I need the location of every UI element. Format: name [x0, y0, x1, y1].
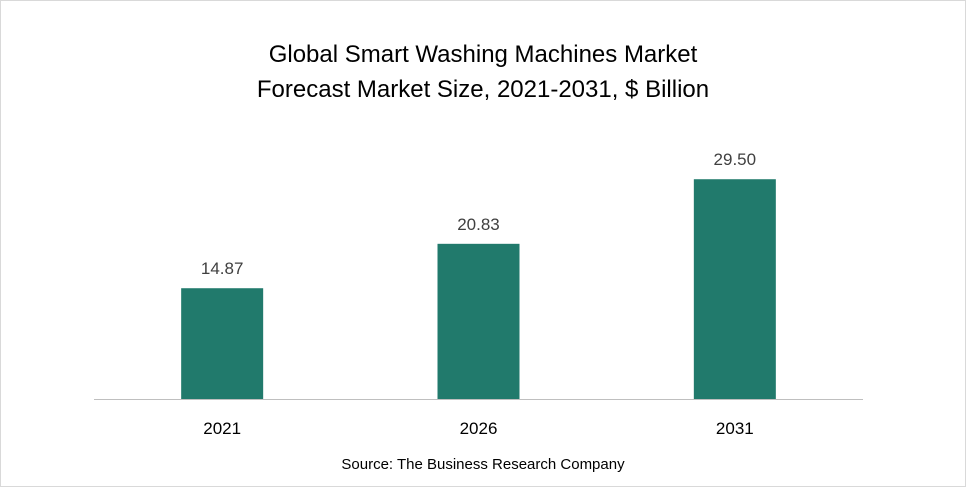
data-label-2031: 29.50 — [714, 150, 757, 169]
x-tick-label-2021: 2021 — [203, 419, 241, 438]
bar-2031 — [693, 179, 776, 399]
data-label-2026: 20.83 — [457, 215, 500, 234]
source-note: Source: The Business Research Company — [341, 456, 625, 473]
chart-title-line-1: Global Smart Washing Machines Market — [268, 41, 698, 68]
chart-title: Global Smart Washing Machines Market For… — [1, 37, 965, 107]
chart-title-line-2: Forecast Market Size, 2021-2031, $ Billi… — [256, 76, 710, 103]
bar-2026 — [437, 243, 520, 399]
bar-2021 — [181, 288, 264, 399]
x-tick-label-2031: 2031 — [716, 419, 754, 438]
x-tick-label-2026: 2026 — [460, 419, 498, 438]
data-label-2021: 14.87 — [201, 259, 244, 278]
